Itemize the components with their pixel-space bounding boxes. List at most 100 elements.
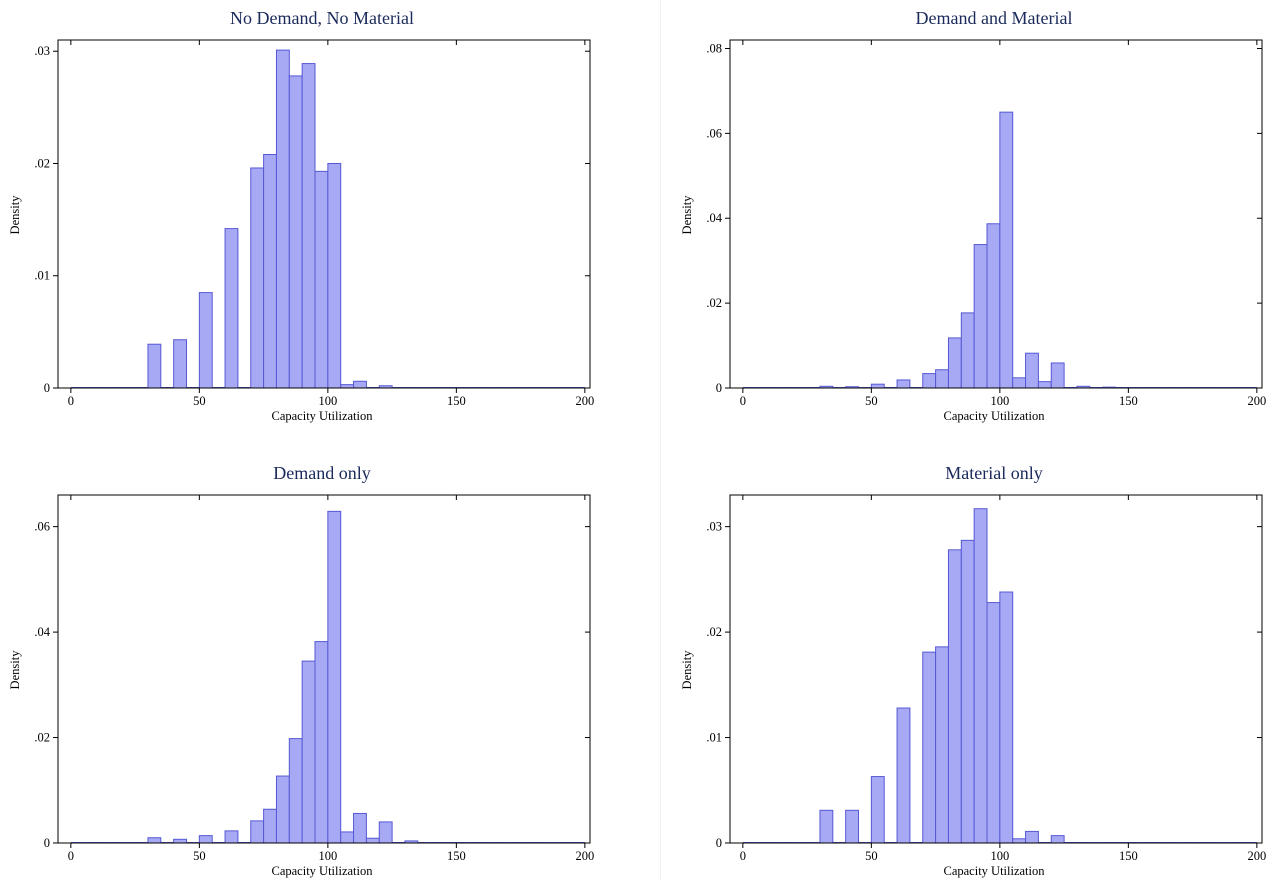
histogram-bar (288, 738, 303, 844)
histogram-bar (173, 339, 188, 389)
histogram-bar (275, 49, 290, 389)
histogram-chart: No Demand, No Material Capacity Utilizat… (8, 8, 594, 423)
histogram-bar (935, 369, 949, 389)
histogram-bar (353, 812, 367, 844)
panel-divider (660, 0, 661, 880)
x-tick-label: 150 (447, 394, 466, 408)
x-tick-label: 100 (990, 849, 1009, 863)
x-tick-label: 50 (193, 849, 206, 863)
y-tick-label: .02 (34, 731, 50, 745)
plot-frame (729, 494, 1263, 844)
chart-title: Material only (945, 463, 1042, 483)
plot-frame (729, 39, 1263, 389)
histogram-bar (947, 337, 962, 389)
histogram-bar (960, 539, 975, 844)
x-tick-label: 100 (318, 849, 337, 863)
ticks-layer: 0 50 100 150 200 0 .01 .02 .03 (34, 40, 594, 408)
x-tick-label: 200 (1247, 849, 1266, 863)
ticks-layer: 0 50 100 150 200 0 .02 .04 .06 .08 (706, 40, 1266, 408)
histogram-bar (353, 380, 367, 389)
histogram-bar (986, 602, 1001, 844)
ticks-layer: 0 50 100 150 200 0 .01 .02 .03 (706, 495, 1266, 863)
x-tick-label: 0 (740, 849, 746, 863)
histogram-bar (1037, 381, 1052, 389)
histogram-bar (365, 837, 380, 844)
y-axis-label: Density (8, 650, 22, 690)
x-tick-label: 0 (740, 394, 746, 408)
x-axis-label: Capacity Utilization (271, 864, 373, 878)
x-tick-label: 0 (68, 849, 74, 863)
histogram-bar (327, 510, 342, 844)
bars-layer (742, 508, 1257, 844)
histogram-bar (340, 384, 355, 389)
histogram-bar (198, 292, 213, 389)
histogram-bar (1025, 352, 1039, 389)
y-axis-label: Density (680, 650, 694, 690)
bars-layer (70, 510, 585, 844)
histogram-bar (960, 312, 975, 389)
histogram-bar (288, 75, 303, 389)
histogram-bar (999, 591, 1014, 844)
histogram-bar (1050, 835, 1065, 844)
y-tick-label: .03 (34, 44, 50, 58)
histogram-bar (147, 343, 162, 389)
x-tick-label: 150 (1119, 849, 1138, 863)
histogram-bar (1012, 838, 1027, 844)
y-tick-label: 0 (44, 836, 50, 850)
histogram-bar (275, 775, 290, 844)
histogram-bar (224, 830, 239, 844)
ticks-layer: 0 50 100 150 200 0 .02 .04 .06 (34, 495, 594, 863)
x-tick-label: 0 (68, 394, 74, 408)
histogram-bar (327, 162, 342, 389)
histogram-bar (1050, 362, 1065, 389)
bars-layer (742, 111, 1257, 389)
chart-panel-demand-and-material: Demand and Material Capacity Utilization… (672, 0, 1275, 430)
y-tick-label: 0 (716, 836, 722, 850)
histogram-bar (173, 838, 188, 844)
histogram-bar (263, 154, 277, 389)
y-tick-label: .06 (706, 126, 722, 140)
histogram-bar (922, 373, 937, 389)
histogram-bar (340, 831, 355, 844)
y-tick-label: .04 (706, 211, 722, 225)
x-axis-label: Capacity Utilization (271, 409, 373, 423)
y-tick-label: .04 (34, 625, 50, 639)
histogram-bar (224, 228, 239, 389)
y-tick-label: .06 (34, 520, 50, 534)
bars-layer (70, 49, 585, 389)
y-tick-label: 0 (716, 381, 722, 395)
histogram-bar (250, 820, 265, 844)
x-tick-label: 150 (1119, 394, 1138, 408)
histogram-bar (870, 383, 885, 389)
histogram-bar (1025, 830, 1039, 844)
y-tick-label: .03 (706, 520, 722, 534)
histogram-bar (314, 641, 329, 844)
chart-panel-material-only: Material only Capacity Utilization Densi… (672, 455, 1275, 885)
chart-panel-no-demand-no-material: No Demand, No Material Capacity Utilizat… (0, 0, 620, 430)
histogram-bar (973, 244, 988, 389)
histogram-bar (870, 776, 885, 844)
y-axis-label: Density (680, 195, 694, 235)
histogram-bar (896, 707, 911, 844)
x-tick-label: 100 (318, 394, 337, 408)
histogram-bar (378, 821, 393, 844)
chart-title: Demand only (273, 463, 370, 483)
x-axis-label: Capacity Utilization (943, 864, 1045, 878)
x-tick-label: 150 (447, 849, 466, 863)
histogram-chart: Material only Capacity Utilization Densi… (680, 463, 1266, 878)
histogram-bar (1012, 377, 1027, 389)
chart-panel-demand-only: Demand only Capacity Utilization Density… (0, 455, 620, 885)
histogram-bar (819, 809, 834, 844)
plot-frame (57, 39, 591, 389)
plot-frame (57, 494, 591, 844)
histogram-bar (973, 508, 988, 844)
x-tick-label: 200 (575, 849, 594, 863)
y-tick-label: .02 (34, 156, 50, 170)
x-tick-label: 200 (1247, 394, 1266, 408)
y-tick-label: .01 (706, 731, 722, 745)
histogram-bar (301, 660, 316, 844)
histogram-bar (147, 837, 162, 844)
chart-title: Demand and Material (916, 8, 1073, 28)
histogram-bar (947, 549, 962, 844)
y-tick-label: .08 (706, 41, 722, 55)
